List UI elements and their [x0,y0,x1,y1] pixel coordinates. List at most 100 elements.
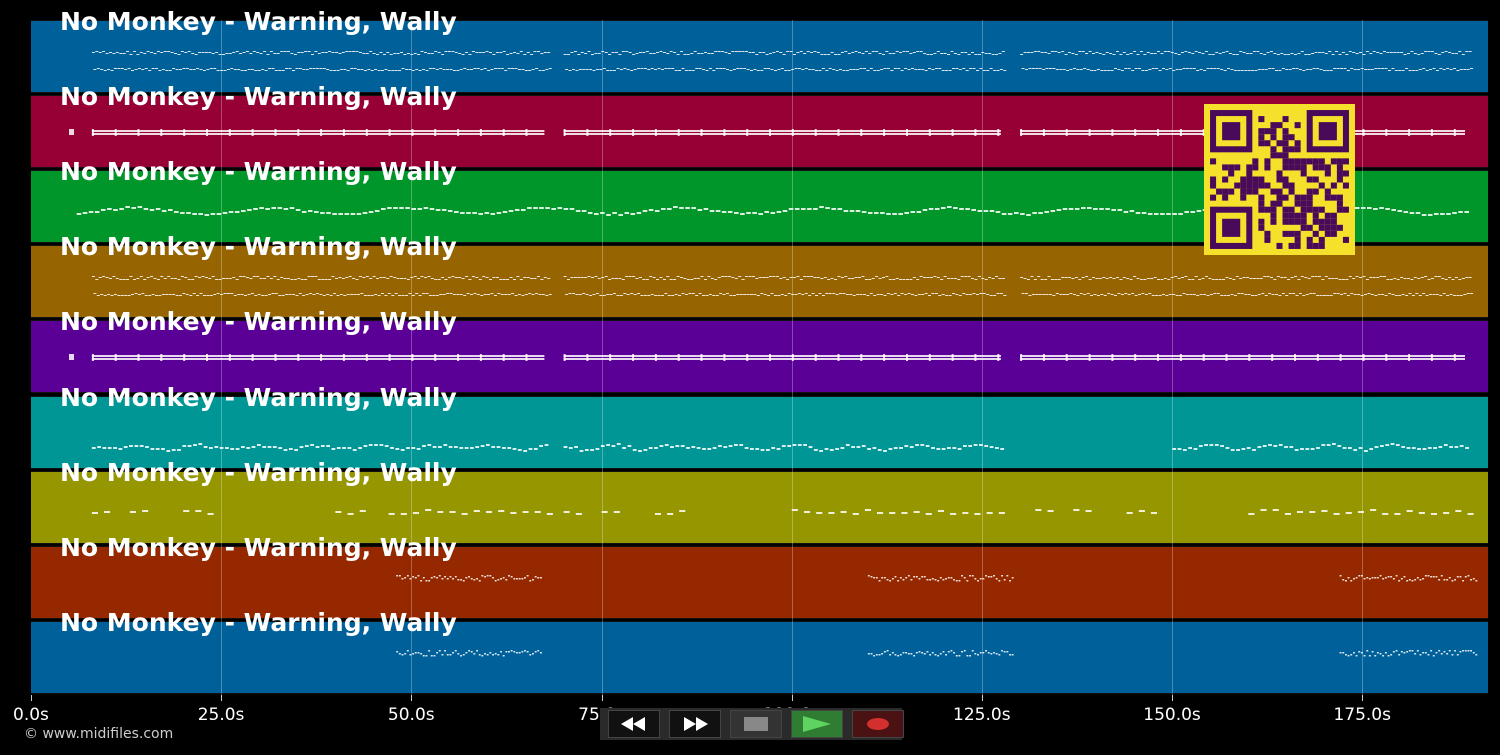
note [818,293,822,295]
note [626,294,630,296]
note [907,574,910,577]
note [746,69,750,70]
note [120,295,124,297]
note [1076,69,1080,70]
note [1061,51,1065,52]
note [389,276,393,278]
note [1230,294,1234,296]
play-button[interactable] [791,710,843,738]
note [727,53,731,54]
note [486,574,489,577]
note [751,52,755,53]
tick-mark [791,695,793,701]
note [1206,68,1210,69]
note [489,52,492,53]
note [1433,446,1437,449]
note [810,52,814,53]
note [379,277,383,279]
note [534,575,537,578]
note [1408,129,1411,137]
stop-button[interactable] [730,710,782,738]
note [819,449,823,452]
note [1322,70,1326,71]
note [609,129,612,137]
note [264,295,268,297]
note [1052,295,1056,297]
note [1266,276,1270,278]
note [1292,68,1296,69]
note [1414,652,1417,655]
note [338,53,342,54]
note [267,445,272,448]
record-button[interactable] [852,710,904,738]
note [182,444,187,447]
note [585,69,589,70]
note [999,293,1003,295]
note [1285,295,1289,297]
note [512,447,517,450]
note [719,68,723,69]
note [1411,649,1414,652]
note [876,294,880,296]
note [165,70,169,71]
note [1394,512,1401,515]
note [257,70,261,71]
note [1386,279,1390,281]
note [1355,53,1359,54]
note [1251,70,1254,71]
note [579,449,584,452]
note [1165,295,1169,297]
note [1406,446,1411,449]
note [465,276,469,278]
note [422,576,425,579]
note [1079,69,1083,70]
note [444,575,446,578]
note [881,576,884,579]
note [468,54,472,55]
note [670,445,674,448]
note [777,295,781,297]
note [860,354,863,362]
note [486,510,493,513]
note [339,294,343,296]
note [1148,293,1152,295]
note [796,276,800,278]
note [1374,295,1378,297]
note [369,51,373,52]
note [434,51,438,52]
tick-mark [31,695,32,701]
note [506,54,510,55]
note [153,278,157,280]
note [478,579,481,582]
note [923,53,927,54]
note [1415,293,1419,295]
note [938,295,942,297]
note [1059,69,1063,70]
note [396,574,399,577]
note [1184,276,1188,278]
note [1103,295,1107,297]
note [508,210,514,213]
note [506,279,510,281]
note [1440,652,1443,655]
note [995,652,998,655]
note [1178,213,1183,216]
note [502,446,506,449]
rewind-button[interactable] [608,710,660,738]
note [523,54,527,55]
note [481,654,484,657]
note [1294,354,1296,362]
note [1369,53,1373,54]
note [1394,70,1398,71]
note [835,294,839,296]
note [1379,652,1382,655]
note [220,294,224,296]
note [196,68,200,69]
note [336,446,341,449]
fast-forward-button[interactable] [669,710,721,738]
note [529,653,532,656]
note [998,579,1001,582]
note [597,278,601,280]
note [967,54,971,55]
note [545,207,550,210]
